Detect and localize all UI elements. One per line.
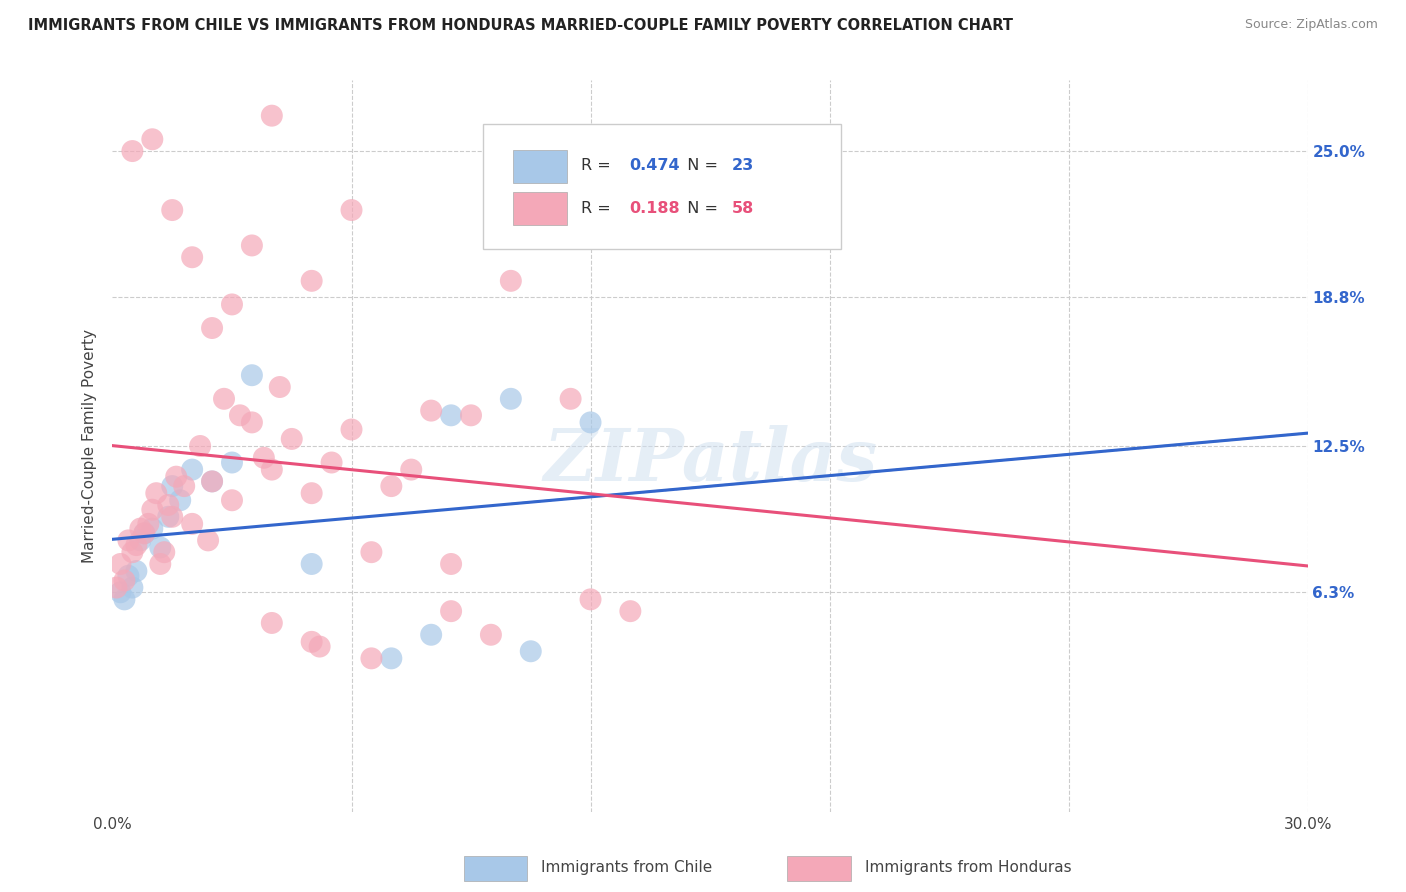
Point (301, 557, 323, 571)
Text: Source: ZipAtlas.com: Source: ZipAtlas.com (1244, 18, 1378, 31)
Point (105, 581, 128, 595)
Point (129, 533, 152, 548)
Point (157, 509, 180, 524)
Point (121, 144, 143, 158)
Point (125, 564, 148, 578)
Point (221, 456, 243, 470)
Text: 0.474: 0.474 (628, 159, 679, 173)
Point (520, 644, 543, 658)
Point (499, 392, 522, 406)
Point (301, 486, 323, 500)
Point (240, 416, 263, 430)
Point (253, 450, 276, 465)
Point (401, 462, 423, 476)
Point (129, 522, 152, 536)
Point (162, 479, 183, 493)
Point (169, 493, 191, 508)
Point (162, 509, 183, 524)
Text: N =: N = (676, 159, 723, 173)
Text: N =: N = (676, 201, 723, 216)
FancyBboxPatch shape (484, 124, 842, 249)
Point (499, 274, 522, 288)
Text: Immigrants from Chile: Immigrants from Chile (541, 860, 713, 874)
Point (380, 651, 402, 665)
Y-axis label: Married-Couple Family Poverty: Married-Couple Family Poverty (82, 329, 97, 563)
Point (380, 479, 402, 493)
Text: R =: R = (581, 201, 616, 216)
Point (360, 545, 382, 559)
Point (301, 274, 323, 288)
Point (181, 462, 204, 476)
Point (560, 392, 582, 406)
Point (201, 321, 224, 335)
Point (360, 651, 382, 665)
Text: Immigrants from Honduras: Immigrants from Honduras (865, 860, 1071, 874)
Point (121, 581, 143, 595)
Point (321, 456, 343, 470)
Point (110, 585, 132, 599)
Point (479, 628, 502, 642)
Point (181, 250, 204, 264)
Point (308, 640, 330, 654)
Point (420, 403, 443, 417)
Point (121, 545, 143, 559)
Point (197, 533, 219, 548)
Point (301, 635, 323, 649)
FancyBboxPatch shape (513, 150, 567, 183)
Point (281, 432, 304, 446)
Point (114, 592, 135, 607)
Point (134, 526, 156, 541)
Point (165, 469, 187, 483)
Point (340, 202, 363, 217)
Point (221, 493, 243, 508)
Point (134, 526, 156, 541)
Point (153, 545, 176, 559)
Point (125, 538, 148, 552)
Point (440, 604, 463, 618)
FancyBboxPatch shape (513, 192, 567, 225)
Point (269, 380, 291, 394)
Point (141, 132, 163, 146)
Point (110, 557, 132, 571)
Point (201, 475, 224, 489)
Point (260, 109, 283, 123)
Point (221, 297, 243, 311)
Point (460, 409, 482, 423)
Point (579, 416, 602, 430)
Point (149, 541, 172, 555)
Point (420, 628, 443, 642)
Point (212, 392, 235, 406)
Point (157, 498, 180, 512)
Point (141, 522, 163, 536)
Point (145, 486, 167, 500)
Point (162, 202, 183, 217)
Point (114, 574, 135, 588)
Text: 58: 58 (731, 201, 754, 216)
Point (260, 615, 283, 630)
Point (149, 557, 172, 571)
Point (229, 409, 252, 423)
Point (619, 604, 641, 618)
Point (117, 568, 139, 582)
Point (579, 592, 602, 607)
Point (440, 557, 463, 571)
Point (240, 238, 263, 252)
Point (201, 475, 224, 489)
Text: 23: 23 (731, 159, 754, 173)
Point (340, 422, 363, 436)
Point (117, 533, 139, 548)
Point (260, 462, 283, 476)
Text: IMMIGRANTS FROM CHILE VS IMMIGRANTS FROM HONDURAS MARRIED-COUPLE FAMILY POVERTY : IMMIGRANTS FROM CHILE VS IMMIGRANTS FROM… (28, 18, 1014, 33)
Point (141, 502, 163, 516)
Text: R =: R = (581, 159, 616, 173)
Point (138, 516, 160, 531)
Point (188, 439, 211, 453)
Point (240, 368, 263, 383)
Text: ZIPatlas: ZIPatlas (543, 425, 877, 496)
Point (173, 479, 195, 493)
Text: 0.188: 0.188 (628, 201, 679, 216)
Point (181, 516, 204, 531)
Point (440, 409, 463, 423)
